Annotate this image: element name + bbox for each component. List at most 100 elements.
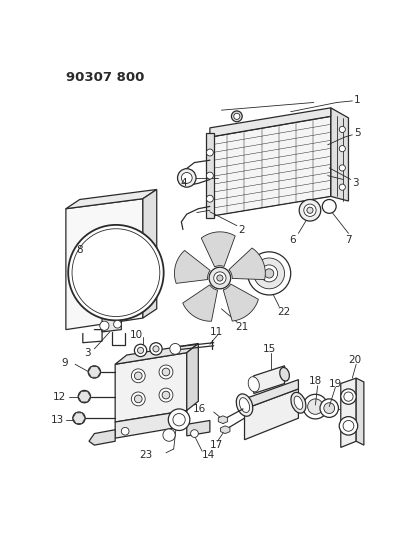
- Polygon shape: [175, 251, 210, 284]
- Circle shape: [182, 173, 192, 183]
- Text: 2: 2: [238, 224, 245, 235]
- Circle shape: [173, 414, 185, 426]
- Ellipse shape: [236, 394, 253, 416]
- Polygon shape: [254, 366, 284, 393]
- Text: 21: 21: [235, 322, 248, 332]
- Circle shape: [78, 391, 91, 403]
- Polygon shape: [221, 426, 230, 433]
- Text: 10: 10: [130, 330, 143, 340]
- Text: 15: 15: [262, 344, 276, 354]
- Circle shape: [162, 391, 170, 399]
- Text: 13: 13: [50, 415, 64, 425]
- Circle shape: [254, 258, 284, 289]
- Circle shape: [234, 113, 240, 119]
- Polygon shape: [73, 413, 85, 424]
- Polygon shape: [183, 285, 217, 321]
- Circle shape: [171, 414, 179, 422]
- Circle shape: [320, 399, 339, 417]
- Text: 9: 9: [61, 358, 68, 368]
- Polygon shape: [115, 410, 187, 438]
- Circle shape: [214, 272, 226, 284]
- Text: 17: 17: [209, 440, 223, 450]
- Circle shape: [150, 343, 162, 355]
- Polygon shape: [143, 189, 157, 318]
- Text: 23: 23: [139, 450, 152, 460]
- Circle shape: [159, 388, 173, 402]
- Text: 22: 22: [277, 307, 290, 317]
- Polygon shape: [66, 199, 143, 329]
- Ellipse shape: [239, 398, 250, 413]
- Circle shape: [134, 372, 142, 379]
- Circle shape: [206, 195, 213, 202]
- Circle shape: [343, 421, 354, 431]
- Circle shape: [131, 369, 145, 383]
- Polygon shape: [356, 378, 364, 445]
- Ellipse shape: [291, 392, 306, 413]
- Polygon shape: [115, 353, 187, 422]
- Text: 20: 20: [348, 356, 361, 366]
- Circle shape: [339, 417, 358, 435]
- Text: 1: 1: [354, 95, 361, 105]
- Circle shape: [73, 412, 85, 424]
- Circle shape: [339, 146, 346, 152]
- Polygon shape: [210, 116, 331, 216]
- Polygon shape: [187, 343, 198, 410]
- Circle shape: [153, 346, 159, 352]
- Text: 16: 16: [193, 404, 206, 414]
- Polygon shape: [210, 108, 331, 137]
- Text: 7: 7: [345, 235, 351, 245]
- Circle shape: [339, 165, 346, 171]
- Text: 5: 5: [354, 128, 361, 138]
- Circle shape: [162, 368, 170, 376]
- Circle shape: [159, 365, 173, 379]
- Polygon shape: [66, 189, 157, 209]
- Polygon shape: [218, 416, 228, 424]
- Circle shape: [88, 366, 100, 378]
- Circle shape: [131, 392, 145, 406]
- Circle shape: [168, 409, 190, 431]
- Circle shape: [91, 369, 98, 375]
- Polygon shape: [244, 379, 298, 409]
- Circle shape: [177, 168, 196, 187]
- Polygon shape: [341, 378, 356, 447]
- Circle shape: [344, 392, 353, 401]
- Circle shape: [137, 348, 144, 353]
- Circle shape: [261, 265, 277, 282]
- Polygon shape: [244, 389, 298, 440]
- Circle shape: [163, 429, 175, 441]
- Circle shape: [307, 207, 313, 213]
- Circle shape: [341, 389, 356, 405]
- Text: 8: 8: [76, 245, 83, 255]
- Circle shape: [339, 126, 346, 133]
- Circle shape: [303, 394, 328, 419]
- Circle shape: [324, 403, 335, 414]
- Text: 4: 4: [180, 179, 187, 188]
- Polygon shape: [102, 312, 121, 332]
- Ellipse shape: [248, 377, 259, 392]
- Circle shape: [100, 321, 109, 330]
- Polygon shape: [88, 367, 100, 377]
- Text: 3: 3: [84, 348, 91, 358]
- Text: 12: 12: [53, 392, 66, 401]
- Polygon shape: [89, 430, 115, 445]
- Polygon shape: [331, 108, 348, 201]
- Circle shape: [299, 199, 321, 221]
- Text: 11: 11: [209, 327, 223, 337]
- Polygon shape: [223, 284, 258, 321]
- Circle shape: [209, 267, 231, 289]
- Circle shape: [170, 343, 181, 354]
- Ellipse shape: [280, 367, 289, 381]
- Circle shape: [231, 111, 242, 122]
- Text: 90307 800: 90307 800: [66, 70, 144, 84]
- Circle shape: [339, 184, 346, 190]
- Text: 14: 14: [202, 450, 215, 460]
- Circle shape: [121, 427, 129, 435]
- Circle shape: [134, 344, 147, 357]
- Circle shape: [308, 399, 323, 414]
- Text: 6: 6: [289, 235, 295, 245]
- Circle shape: [68, 225, 164, 320]
- Text: 18: 18: [309, 376, 322, 386]
- Circle shape: [113, 320, 121, 328]
- Polygon shape: [187, 421, 210, 436]
- Polygon shape: [78, 391, 91, 402]
